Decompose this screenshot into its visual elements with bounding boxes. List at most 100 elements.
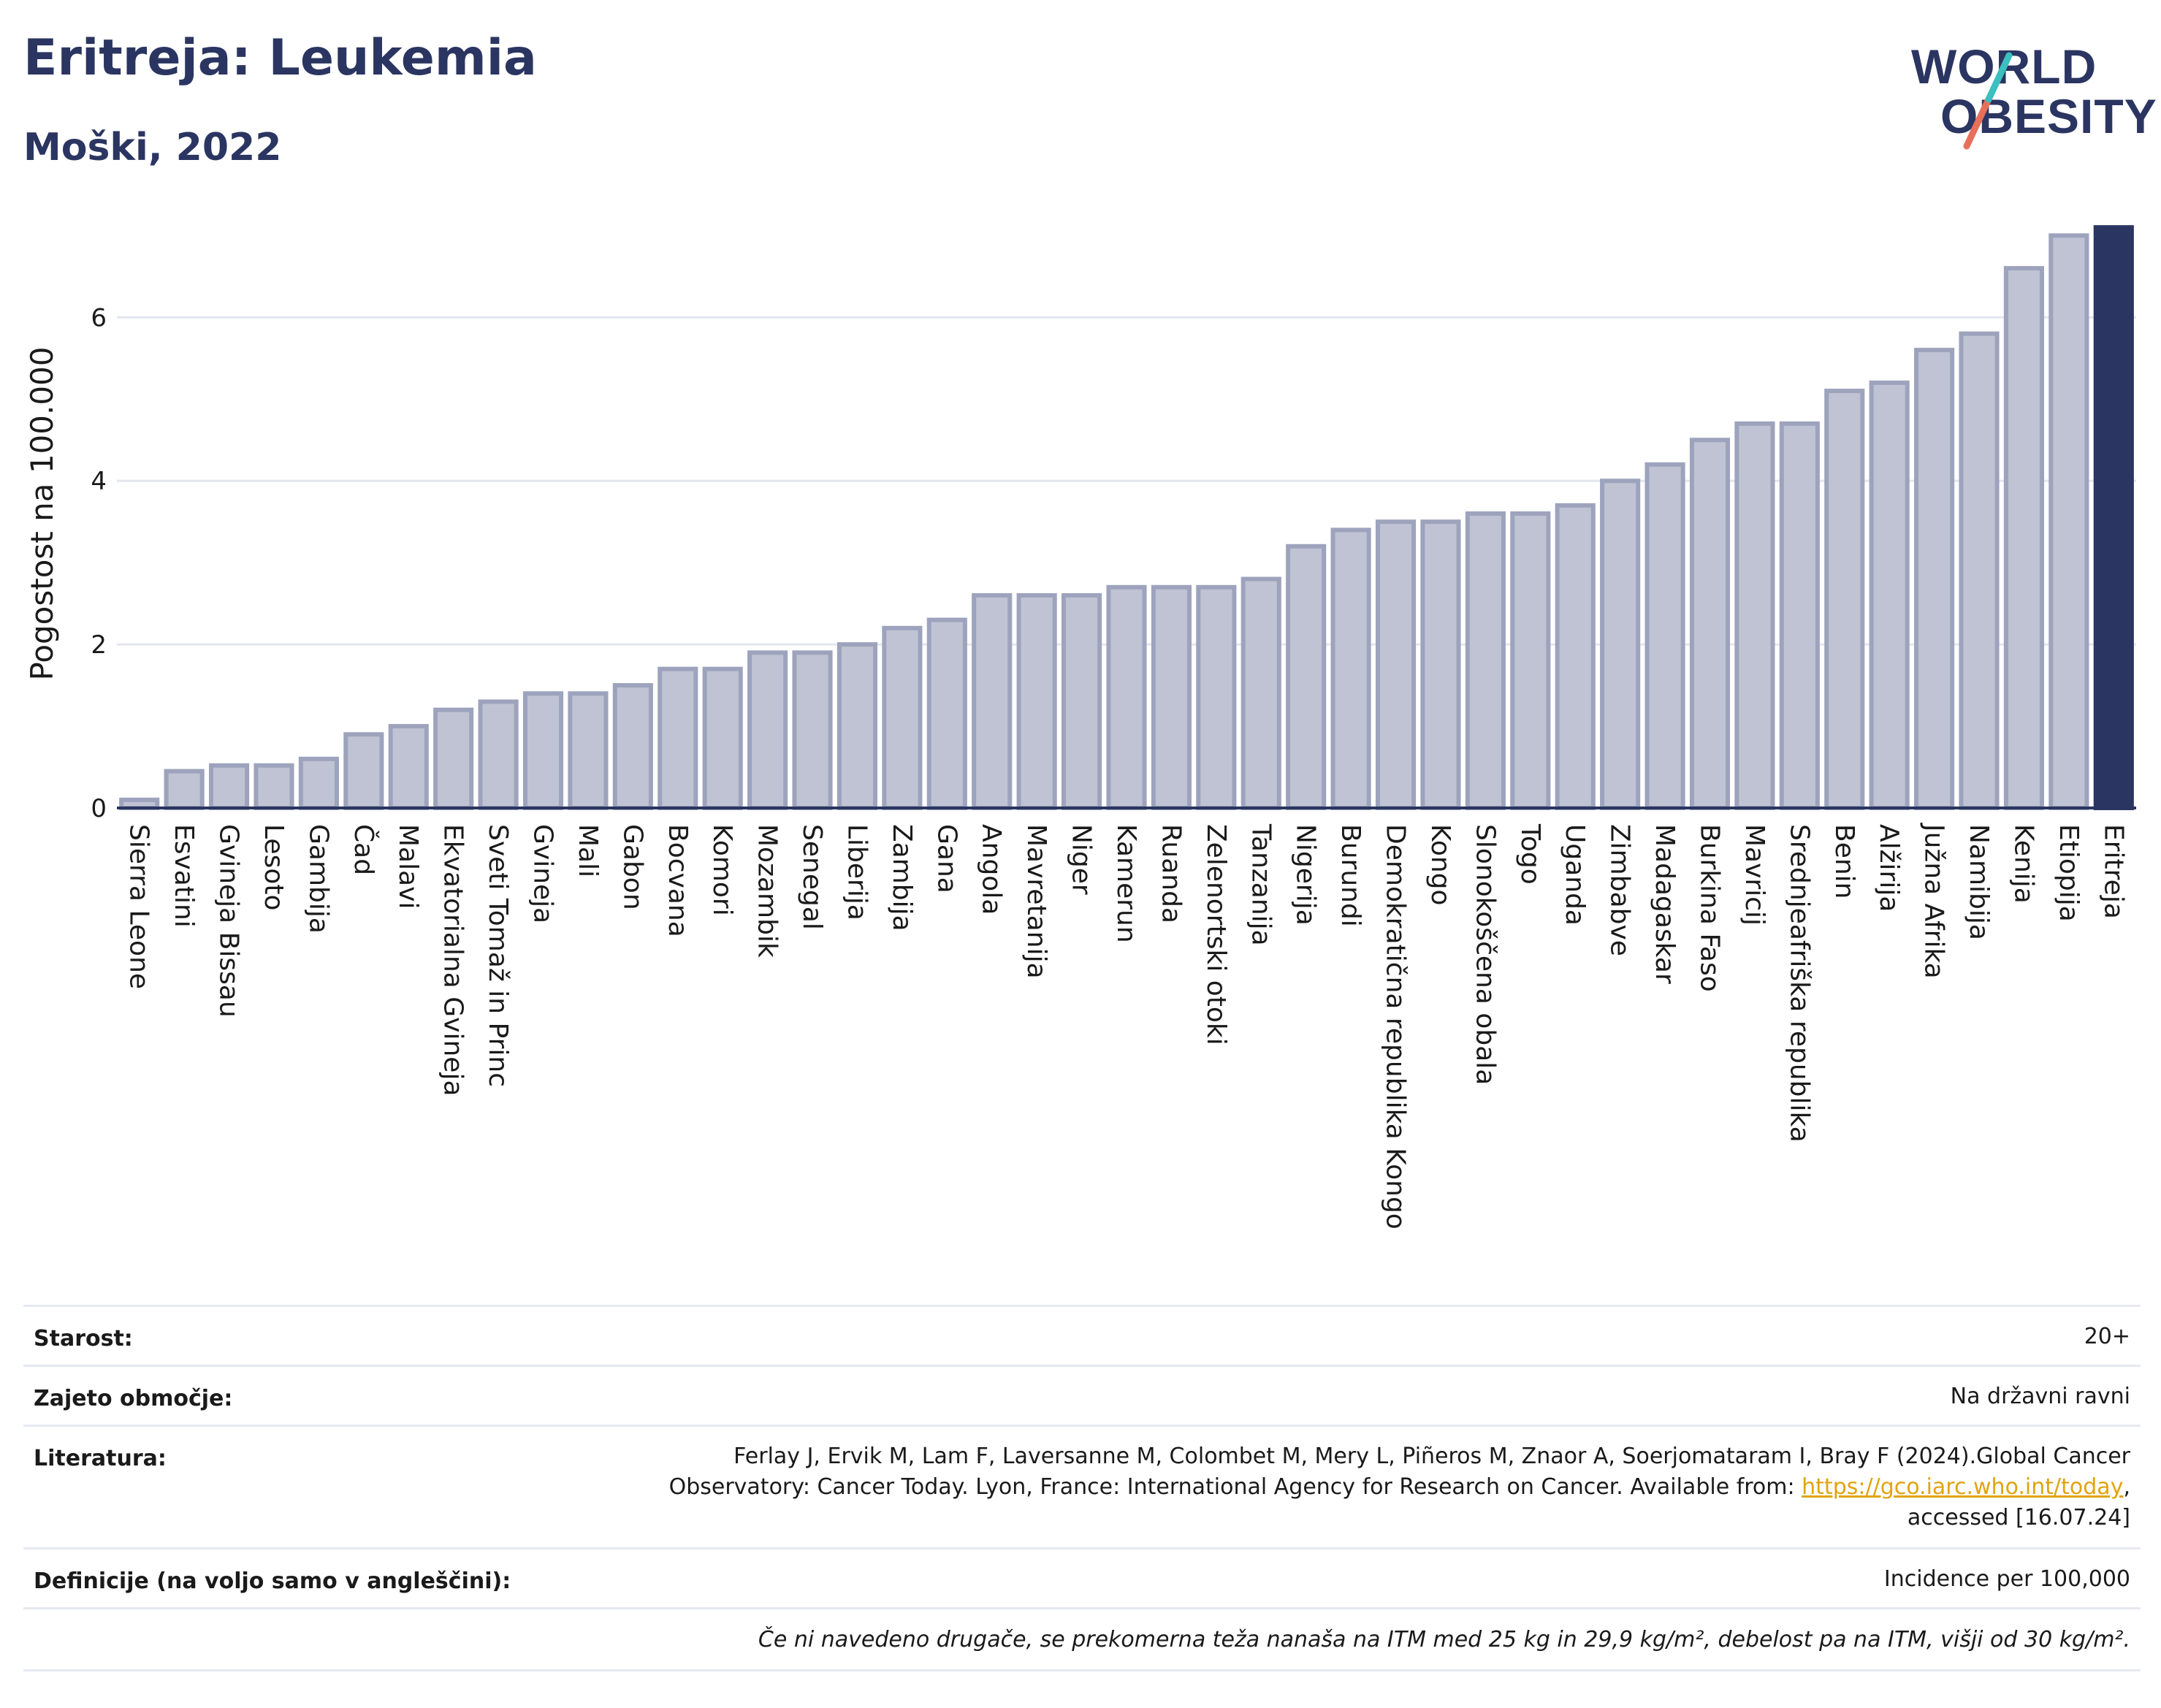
bar <box>702 666 743 811</box>
y-tick-label: 4 <box>91 467 107 496</box>
bar <box>2003 266 2045 810</box>
y-tick-label: 2 <box>91 630 107 660</box>
bar <box>1465 511 1506 810</box>
age-value: 20+ <box>2084 1324 2130 1349</box>
bar <box>1510 511 1551 810</box>
x-tick-label: Zimbabve <box>1605 824 1635 956</box>
x-tick-label: Komori <box>707 824 737 916</box>
bar <box>1330 527 1371 811</box>
bar <box>208 763 250 811</box>
x-tick-label: Tanzanija <box>1246 823 1276 946</box>
bar <box>1779 421 1820 810</box>
bar <box>1286 544 1327 810</box>
info-row-literature: Literatura: Ferlay J, Ervik M, Lam F, La… <box>23 1425 2141 1549</box>
x-tick-label: Madagaskar <box>1650 824 1680 984</box>
x-tick-label: Bocvana <box>663 824 693 937</box>
page-subtitle: Moški, 2022 <box>23 126 282 169</box>
bar <box>747 650 788 810</box>
x-tick-label: Etiopija <box>2054 824 2084 922</box>
bar <box>1062 592 1102 810</box>
coverage-value: Na državni ravni <box>1950 1384 2130 1409</box>
bar <box>164 769 205 810</box>
x-tick-label: Ruanda <box>1156 824 1186 923</box>
page-title: Eritreja: Leukemia <box>23 29 537 87</box>
x-tick-label: Južna Afrika <box>1919 823 1949 979</box>
bar <box>478 699 519 810</box>
bar <box>1420 519 1461 810</box>
bar <box>1734 421 1775 810</box>
literature-value: Ferlay J, Ervik M, Lam F, Laversanne M, … <box>669 1441 2130 1533</box>
bar <box>298 756 339 811</box>
literature-line-3: accessed [16.07.24] <box>1907 1505 2130 1530</box>
bar <box>254 763 294 811</box>
literature-line-2-text: Observatory: Cancer Today. Lyon, France:… <box>668 1474 1802 1500</box>
x-tick-label: Srednjeafriška republika <box>1784 824 1814 1143</box>
x-tick-label: Eritreja <box>2098 824 2128 919</box>
x-tick-label: Malavi <box>393 824 423 910</box>
footnote: Če ni navedeno drugače, se prekomerna te… <box>758 1627 2130 1652</box>
literature-line-1: Ferlay J, Ervik M, Lam F, Laversanne M, … <box>733 1444 2130 1469</box>
literature-line-2: Observatory: Cancer Today. Lyon, France:… <box>669 1472 2130 1503</box>
x-tick-label: Gambija <box>303 824 333 934</box>
x-tick-label: Alžirija <box>1874 824 1904 912</box>
x-tick-label: Kamerun <box>1111 824 1141 943</box>
logo-slash-icon <box>1963 52 2013 150</box>
x-tick-label: Kongo <box>1425 824 1455 906</box>
definitions-value: Incidence per 100,000 <box>1883 1566 2130 1592</box>
x-tick-label: Liberija <box>842 824 872 920</box>
x-tick-label: Burkina Faso <box>1694 824 1724 992</box>
bar <box>612 683 653 810</box>
bar <box>1555 503 1596 810</box>
bar <box>1106 584 1147 810</box>
bar-chart: 0 2 4 6 Pogostost na 100.000 Sierra Leone Esva… <box>24 225 2136 1229</box>
info-row-definitions: Definicije (na voljo samo v angleščini):… <box>23 1547 2141 1609</box>
bar <box>433 707 474 811</box>
literature-link[interactable]: https://gco.iarc.who.int/today <box>1802 1474 2124 1500</box>
bar <box>522 691 564 810</box>
x-tick-label: Čad <box>348 824 379 875</box>
world-obesity-logo: WORLD OBESITY <box>1899 29 2157 161</box>
x-tick-label: Lesoto <box>259 824 289 911</box>
bar <box>1151 584 1192 810</box>
x-tick-label: Slonokoščena obala <box>1470 824 1500 1085</box>
x-tick-label: Sierra Leone <box>124 824 154 989</box>
bar <box>1644 462 1685 810</box>
x-tick-label: Mozambik <box>752 824 782 958</box>
x-tick-label: Sveti Tomaž in Princ <box>483 824 513 1087</box>
x-tick-label: Mali <box>573 824 603 877</box>
x-tick-label: Nigerija <box>1291 824 1321 926</box>
bar <box>1600 479 1641 810</box>
bar <box>792 650 833 810</box>
x-tick-label: Demokratična republika Kongo <box>1381 824 1411 1229</box>
bar <box>2048 233 2089 810</box>
bar <box>836 642 878 810</box>
x-tick-label: Niger <box>1067 824 1097 895</box>
bar <box>1196 584 1237 810</box>
bar <box>568 691 609 810</box>
bar <box>1375 519 1417 810</box>
x-tick-label: Burundi <box>1335 824 1365 927</box>
x-tick-label: Gvineja Bissau <box>214 824 244 1018</box>
bar <box>1869 380 1910 810</box>
x-tick-label: Senegal <box>797 824 827 930</box>
bar <box>926 617 967 810</box>
bar <box>1824 389 1865 810</box>
definitions-label: Definicije (na voljo samo v angleščini): <box>34 1568 511 1594</box>
x-tick-label: Kenija <box>2008 824 2038 904</box>
bar <box>1914 348 1955 811</box>
x-tick-label: Mavretanija <box>1021 824 1051 979</box>
x-tick-label: Uganda <box>1560 824 1590 926</box>
x-tick-label: Angola <box>977 824 1007 915</box>
literature-line-2-end: , <box>2123 1474 2130 1500</box>
x-tick-label: Gabon <box>617 824 647 910</box>
bar <box>972 592 1013 810</box>
y-tick-label: 6 <box>91 303 107 332</box>
x-tick-label: Zambija <box>887 824 917 931</box>
bar <box>2093 225 2134 810</box>
x-tick-label: Benin <box>1829 824 1859 899</box>
info-row-age: Starost: 20+ <box>23 1305 2141 1367</box>
y-tick-label: 0 <box>91 794 107 823</box>
y-axis-label: Pogostost na 100.000 <box>24 346 60 680</box>
literature-label: Literatura: <box>34 1446 167 1471</box>
bar <box>1016 592 1057 810</box>
